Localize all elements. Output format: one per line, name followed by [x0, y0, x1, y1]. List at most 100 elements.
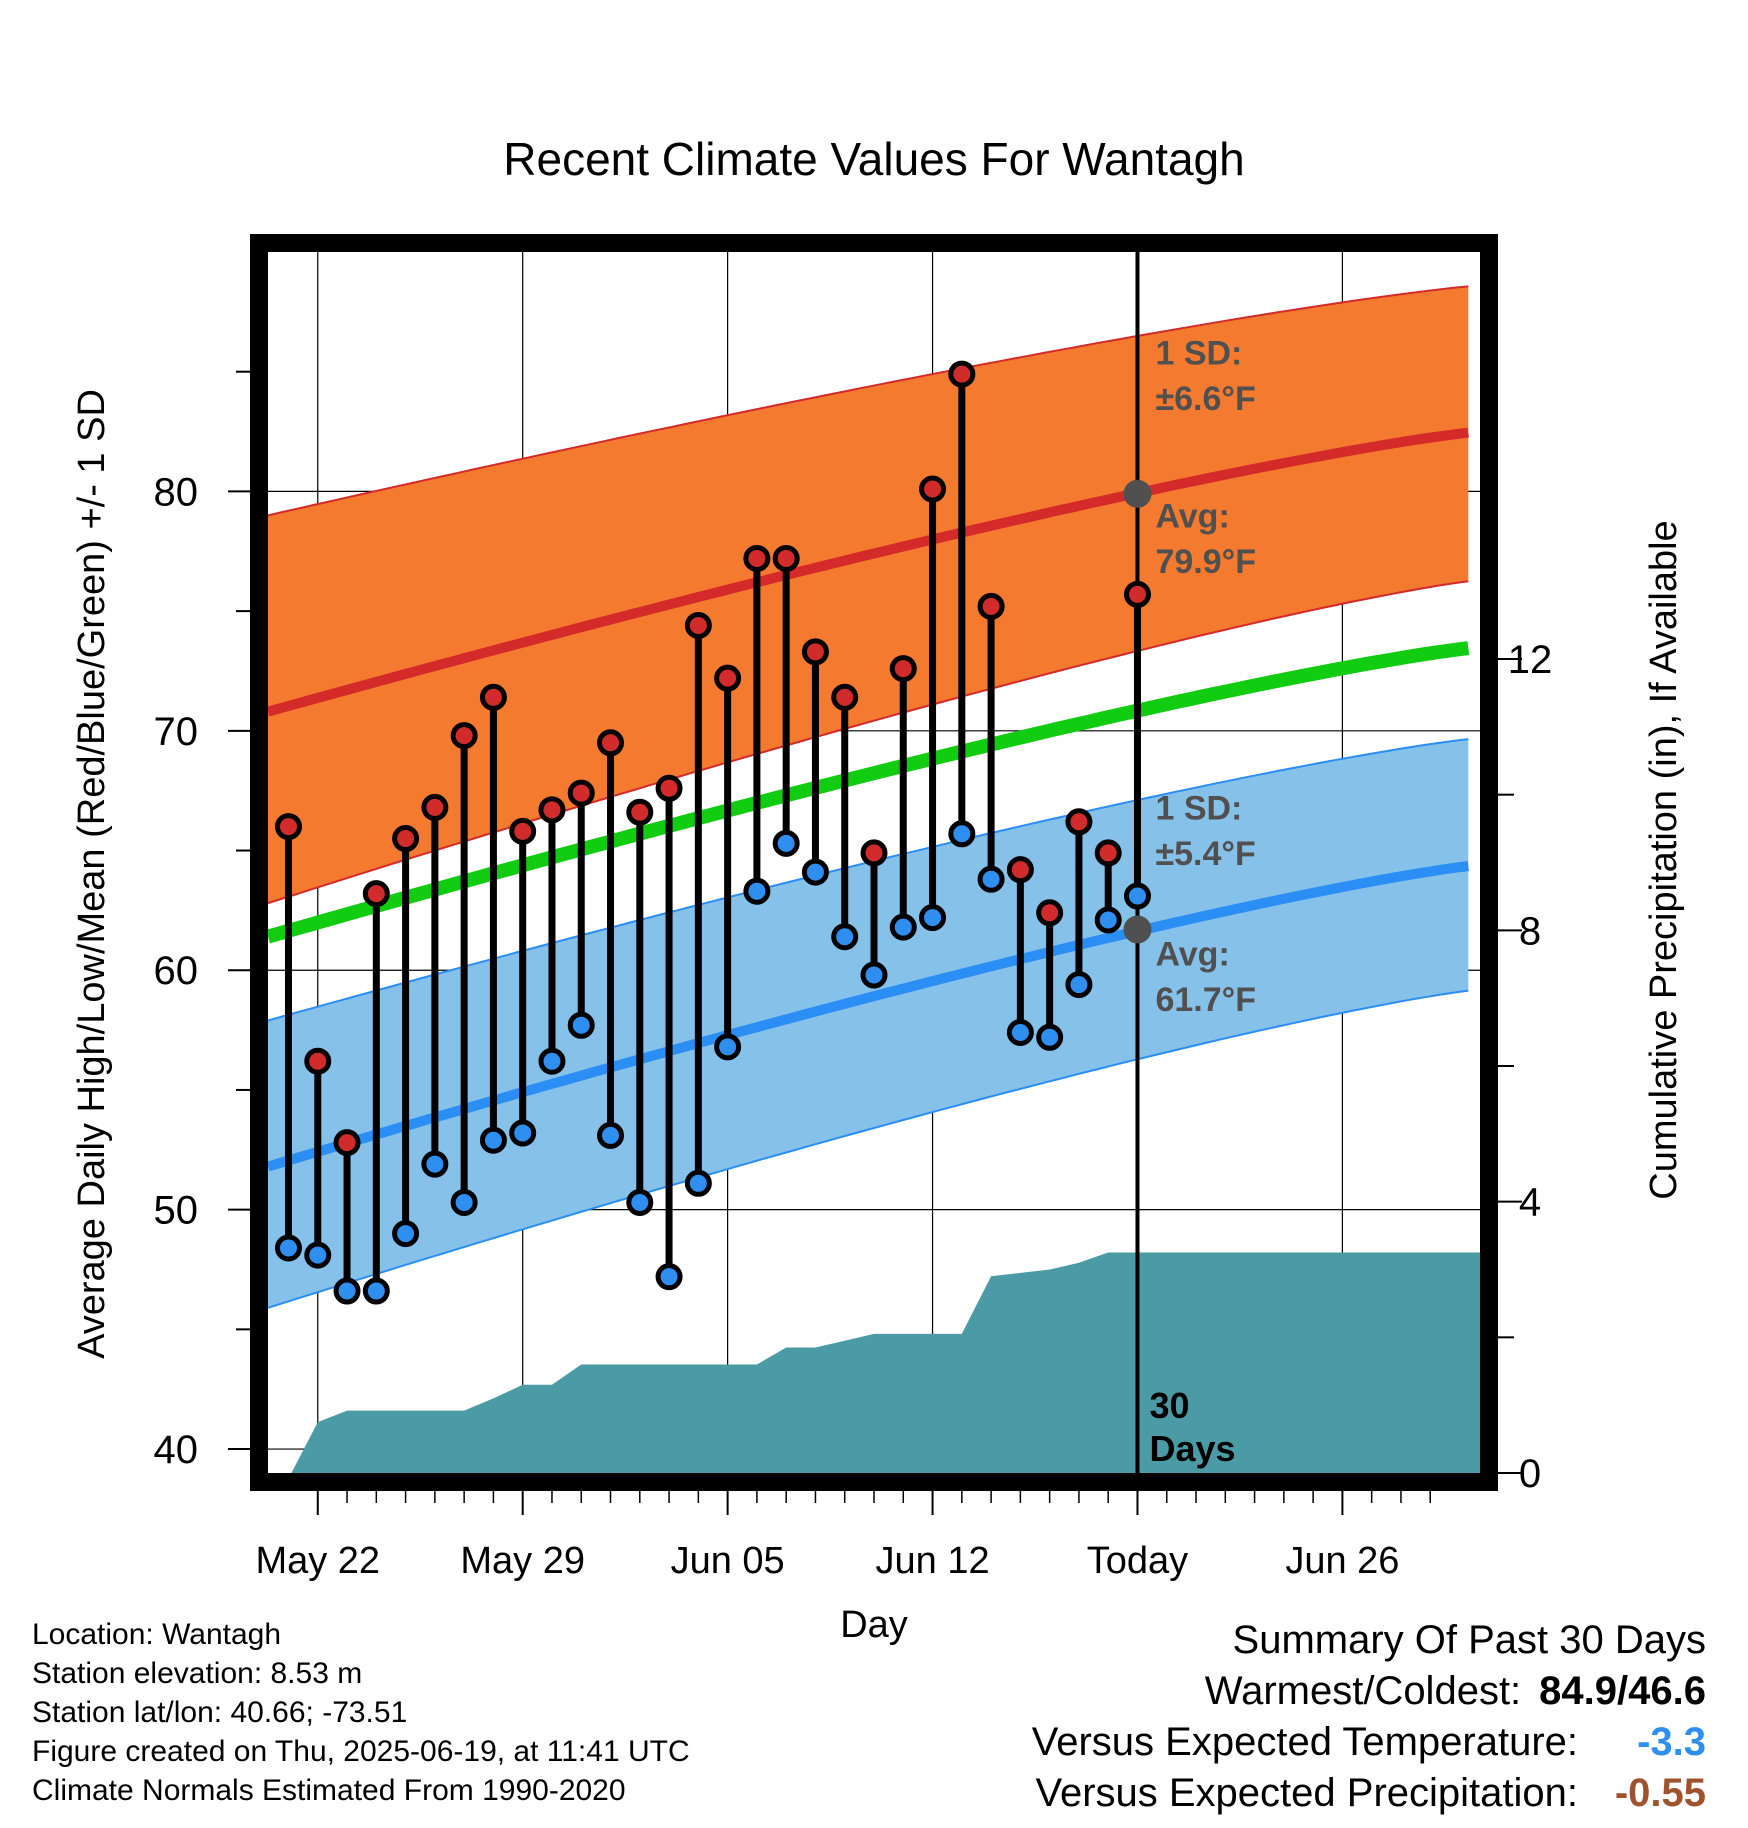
annotation-low-sd-val: ±5.4°F: [1155, 835, 1255, 873]
daily-low-marker: [1065, 971, 1093, 999]
x-axis-label: Day: [840, 1604, 908, 1646]
daily-high-marker: [450, 722, 478, 750]
daily-low-marker: [450, 1188, 478, 1216]
daily-low-marker: [626, 1188, 654, 1216]
temp-anomaly-label: Versus Expected Temperature:: [1031, 1720, 1578, 1764]
daily-low-marker: [1036, 1023, 1064, 1051]
precipitation-area: [268, 1252, 1480, 1473]
daily-high-marker: [743, 544, 771, 572]
climate-normals-note: Climate Normals Estimated From 1990-2020: [32, 1774, 626, 1807]
daily-high-marker: [831, 683, 859, 711]
daily-low-marker: [304, 1241, 332, 1269]
daily-low-marker: [977, 865, 1005, 893]
summary-title: Summary Of Past 30 Days: [1232, 1618, 1706, 1662]
high-sd-band: [268, 286, 1469, 904]
daily-low-marker: [479, 1126, 507, 1154]
station-location: Location: Wantagh: [32, 1618, 282, 1651]
daily-high-marker: [772, 544, 800, 572]
daily-low-marker: [362, 1277, 390, 1305]
daily-high-marker: [1036, 899, 1064, 927]
daily-high-marker: [362, 880, 390, 908]
annotation-low-avg-val: 61.7°F: [1155, 981, 1256, 1019]
daily-high-marker: [1065, 808, 1093, 836]
daily-high-marker: [274, 813, 302, 841]
summary-panel: Summary Of Past 30 Days Warmest/Coldest:…: [1032, 1615, 1706, 1819]
annotation-high-avg: Avg:: [1155, 497, 1229, 535]
daily-high-marker: [392, 825, 420, 853]
daily-high-marker: [801, 638, 829, 666]
daily-high-marker: [1123, 580, 1151, 608]
daily-low-marker: [831, 923, 859, 951]
daily-high-marker: [1006, 856, 1034, 884]
daily-high-marker: [948, 360, 976, 388]
daily-high-marker: [860, 839, 888, 867]
daily-low-marker: [1006, 1018, 1034, 1046]
y-tick-label: 80: [154, 470, 199, 514]
daily-high-marker: [1094, 839, 1122, 867]
y-axis-label: Average Daily High/Low/Mean (Red/Blue/Gr…: [71, 389, 113, 1359]
daily-high-marker: [626, 798, 654, 826]
daily-low-marker: [860, 961, 888, 989]
station-latlon: Station lat/lon: 40.66; -73.51: [32, 1696, 408, 1729]
daily-low-marker: [333, 1277, 361, 1305]
daily-low-marker: [567, 1011, 595, 1039]
daily-high-marker: [509, 817, 537, 845]
daily-high-marker: [655, 774, 683, 802]
daily-high-marker: [684, 611, 712, 639]
daily-low-marker: [421, 1150, 449, 1178]
y2-tick-label: 0: [1519, 1452, 1541, 1496]
x-tick-label: Jun 26: [1285, 1540, 1399, 1582]
days-count-number: 30: [1149, 1385, 1189, 1426]
low-minus-sd-line: [268, 989, 1469, 1309]
daily-high-marker: [919, 475, 947, 503]
y-tick-label: 60: [154, 949, 199, 993]
daily-low-marker: [1123, 882, 1151, 910]
average-low-line: [268, 861, 1469, 1172]
annotation-high-sd-val: ±6.6°F: [1155, 380, 1255, 418]
daily-low-marker: [655, 1263, 683, 1291]
warmest-coldest-value: 84.9/46.6: [1539, 1669, 1706, 1713]
chart-title: Recent Climate Values For Wantagh: [503, 133, 1244, 185]
daily-low-marker: [538, 1047, 566, 1075]
average-mean-line: [268, 641, 1470, 944]
daily-low-marker: [1094, 906, 1122, 934]
daily-high-marker: [889, 655, 917, 683]
daily-low-marker: [684, 1169, 712, 1197]
y2-tick-label: 12: [1508, 638, 1553, 682]
temp-anomaly-value: -3.3: [1637, 1720, 1706, 1764]
daily-high-marker: [479, 683, 507, 711]
low-sd-band: [268, 739, 1469, 1308]
days-count-word: Days: [1149, 1428, 1235, 1469]
daily-low-marker: [597, 1121, 625, 1149]
daily-low-marker: [714, 1033, 742, 1061]
daily-low-marker: [509, 1119, 537, 1147]
y2-tick-label: 4: [1519, 1181, 1541, 1225]
x-tick-label: May 22: [255, 1540, 380, 1582]
daily-high-marker: [567, 779, 595, 807]
precip-anomaly-value: -0.55: [1614, 1771, 1706, 1815]
x-tick-label: Jun 05: [671, 1540, 785, 1582]
daily-low-marker: [889, 913, 917, 941]
daily-low-marker: [274, 1234, 302, 1262]
plot-area: [268, 252, 1480, 1473]
precip-anomaly-label: Versus Expected Precipitation:: [1035, 1771, 1578, 1815]
y-tick-label: 70: [154, 710, 199, 754]
today-low-avg-marker: [1123, 915, 1152, 944]
average-high-line: [268, 427, 1469, 717]
daily-high-marker: [333, 1129, 361, 1157]
station-info: Location: Wantagh Station elevation: 8.5…: [32, 1615, 690, 1810]
daily-low-marker: [801, 858, 829, 886]
figure-created: Figure created on Thu, 2025-06-19, at 11…: [32, 1735, 690, 1768]
daily-low-marker: [948, 820, 976, 848]
y-tick-label: 50: [154, 1189, 199, 1233]
daily-high-marker: [538, 796, 566, 824]
x-tick-label: May 29: [460, 1540, 585, 1582]
annotation-high-avg-val: 79.9°F: [1155, 543, 1256, 581]
x-tick-label: Jun 12: [876, 1540, 990, 1582]
y2-axis-label: Cumulative Precipitation (in), If Availa…: [1643, 520, 1685, 1199]
annotation-high-sd: 1 SD:: [1155, 335, 1242, 373]
daily-low-marker: [919, 904, 947, 932]
daily-low-marker: [743, 877, 771, 905]
plot-frame: [250, 234, 1498, 1491]
